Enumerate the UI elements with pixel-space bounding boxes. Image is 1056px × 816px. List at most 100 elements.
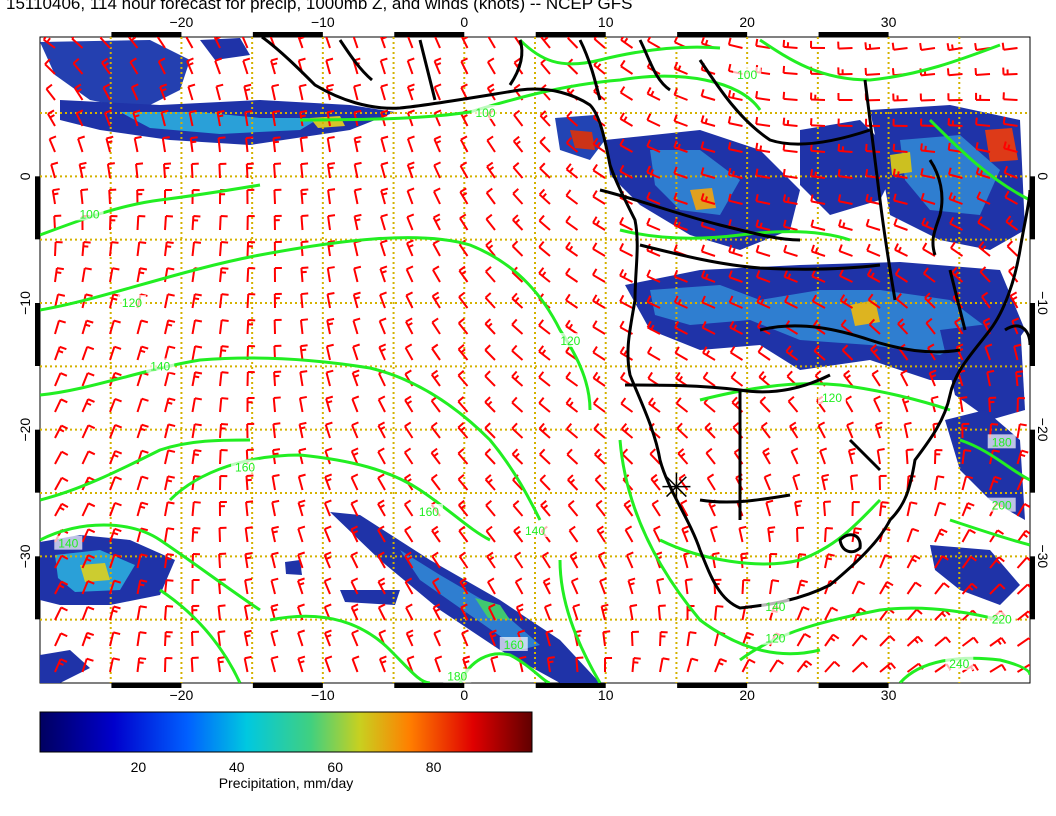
wind-barb (894, 243, 908, 257)
wind-barb (54, 345, 67, 361)
wind-barb (769, 579, 780, 595)
wind-barb (48, 135, 57, 153)
precipitation-layer (40, 38, 1025, 683)
wind-barb (406, 655, 415, 673)
wind-barb (763, 473, 772, 491)
colorbar-tick-label: 60 (327, 759, 343, 775)
wind-barb (592, 371, 606, 387)
wind-barb (701, 295, 716, 309)
axis-bar-right (1030, 429, 1035, 493)
wind-barb (81, 450, 96, 465)
wind-barb (54, 450, 69, 465)
wind-barb (620, 59, 634, 75)
contour-label-bg (117, 295, 146, 309)
precip-area (985, 128, 1018, 162)
wind-barb (80, 188, 89, 205)
precip-area (570, 130, 595, 150)
axis-bar-bottom (252, 683, 323, 688)
wind-barb (136, 345, 149, 361)
wind-barb (619, 294, 633, 309)
wind-barb (433, 187, 441, 205)
wind-barb (108, 188, 117, 205)
wind-barb (191, 501, 201, 517)
wind-barb (565, 293, 579, 309)
wind-barb (621, 422, 634, 439)
precip-area (650, 150, 740, 215)
wind-barb (297, 629, 306, 647)
wind-barb (934, 528, 948, 543)
wind-barb (191, 579, 200, 595)
wind-barb (485, 239, 496, 257)
wind-barb (714, 658, 728, 673)
wind-barb (865, 218, 881, 231)
wind-barb (246, 267, 256, 283)
wind-barb (350, 603, 359, 621)
contour-label: 160 (419, 505, 439, 519)
wind-barb (989, 529, 1005, 543)
contour-label: 160 (504, 638, 524, 652)
wind-barb (837, 143, 853, 153)
wind-barb (353, 135, 362, 153)
wind-barb (325, 343, 334, 361)
wind-barb (407, 37, 414, 49)
wind-barb (136, 319, 149, 335)
wind-barb (760, 421, 771, 439)
wind-barb (925, 317, 936, 335)
wind-barb (817, 421, 826, 439)
wind-barb (246, 241, 256, 257)
wind-barb (486, 551, 496, 569)
wind-barb (404, 525, 414, 543)
wind-barb (219, 397, 229, 413)
wind-barb (600, 603, 609, 621)
wind-barb (538, 241, 551, 257)
wind-barb (784, 295, 798, 309)
wind-barb (758, 370, 771, 387)
wind-barb (906, 554, 921, 569)
contour-label-bg (761, 630, 790, 645)
wind-barb (188, 109, 197, 127)
wind-barb (539, 110, 551, 127)
wind-barb (405, 317, 414, 335)
precip-area (40, 650, 90, 683)
wind-barb (431, 525, 441, 543)
wind-barb (728, 295, 743, 309)
wind-barb (675, 397, 689, 413)
precip-area (400, 550, 540, 650)
wind-barb (849, 474, 858, 491)
wind-barb (136, 657, 147, 673)
wind-barb (136, 579, 148, 595)
wind-barb (1002, 67, 1018, 76)
wind-barb (979, 266, 991, 283)
wind-barb (769, 553, 778, 569)
wind-barb (878, 474, 887, 491)
wind-barb (379, 239, 388, 257)
wind-barb (1002, 116, 1018, 127)
wind-barb (846, 421, 854, 439)
wind-barb (299, 136, 308, 153)
wind-barb (81, 605, 95, 621)
wind-barb (54, 580, 69, 595)
wind-barb (984, 343, 993, 361)
wind-barb (1016, 637, 1030, 647)
wind-barb (377, 525, 386, 543)
wind-barb (297, 473, 306, 491)
height-contour (618, 439, 821, 656)
map-title: 15110406, 114 hour forecast for precip, … (6, 0, 633, 13)
wind-barb (989, 583, 1006, 595)
wind-barb (484, 474, 496, 491)
wind-barb (433, 135, 442, 153)
wind-barb (405, 265, 414, 283)
wind-barb (377, 447, 386, 465)
wind-barb (1016, 423, 1027, 439)
colorbar-tick-label: 80 (426, 759, 442, 775)
wind-barb (873, 395, 881, 413)
country-border (338, 39, 373, 82)
wind-barb (191, 345, 203, 361)
colorbar-ticks: 20 40 60 80 (131, 759, 442, 775)
wind-barb (457, 370, 469, 387)
wind-barb (619, 86, 634, 101)
wind-barb (796, 632, 812, 647)
wind-barb (378, 343, 387, 361)
wind-barb (297, 37, 305, 49)
height-contour (898, 656, 1030, 683)
